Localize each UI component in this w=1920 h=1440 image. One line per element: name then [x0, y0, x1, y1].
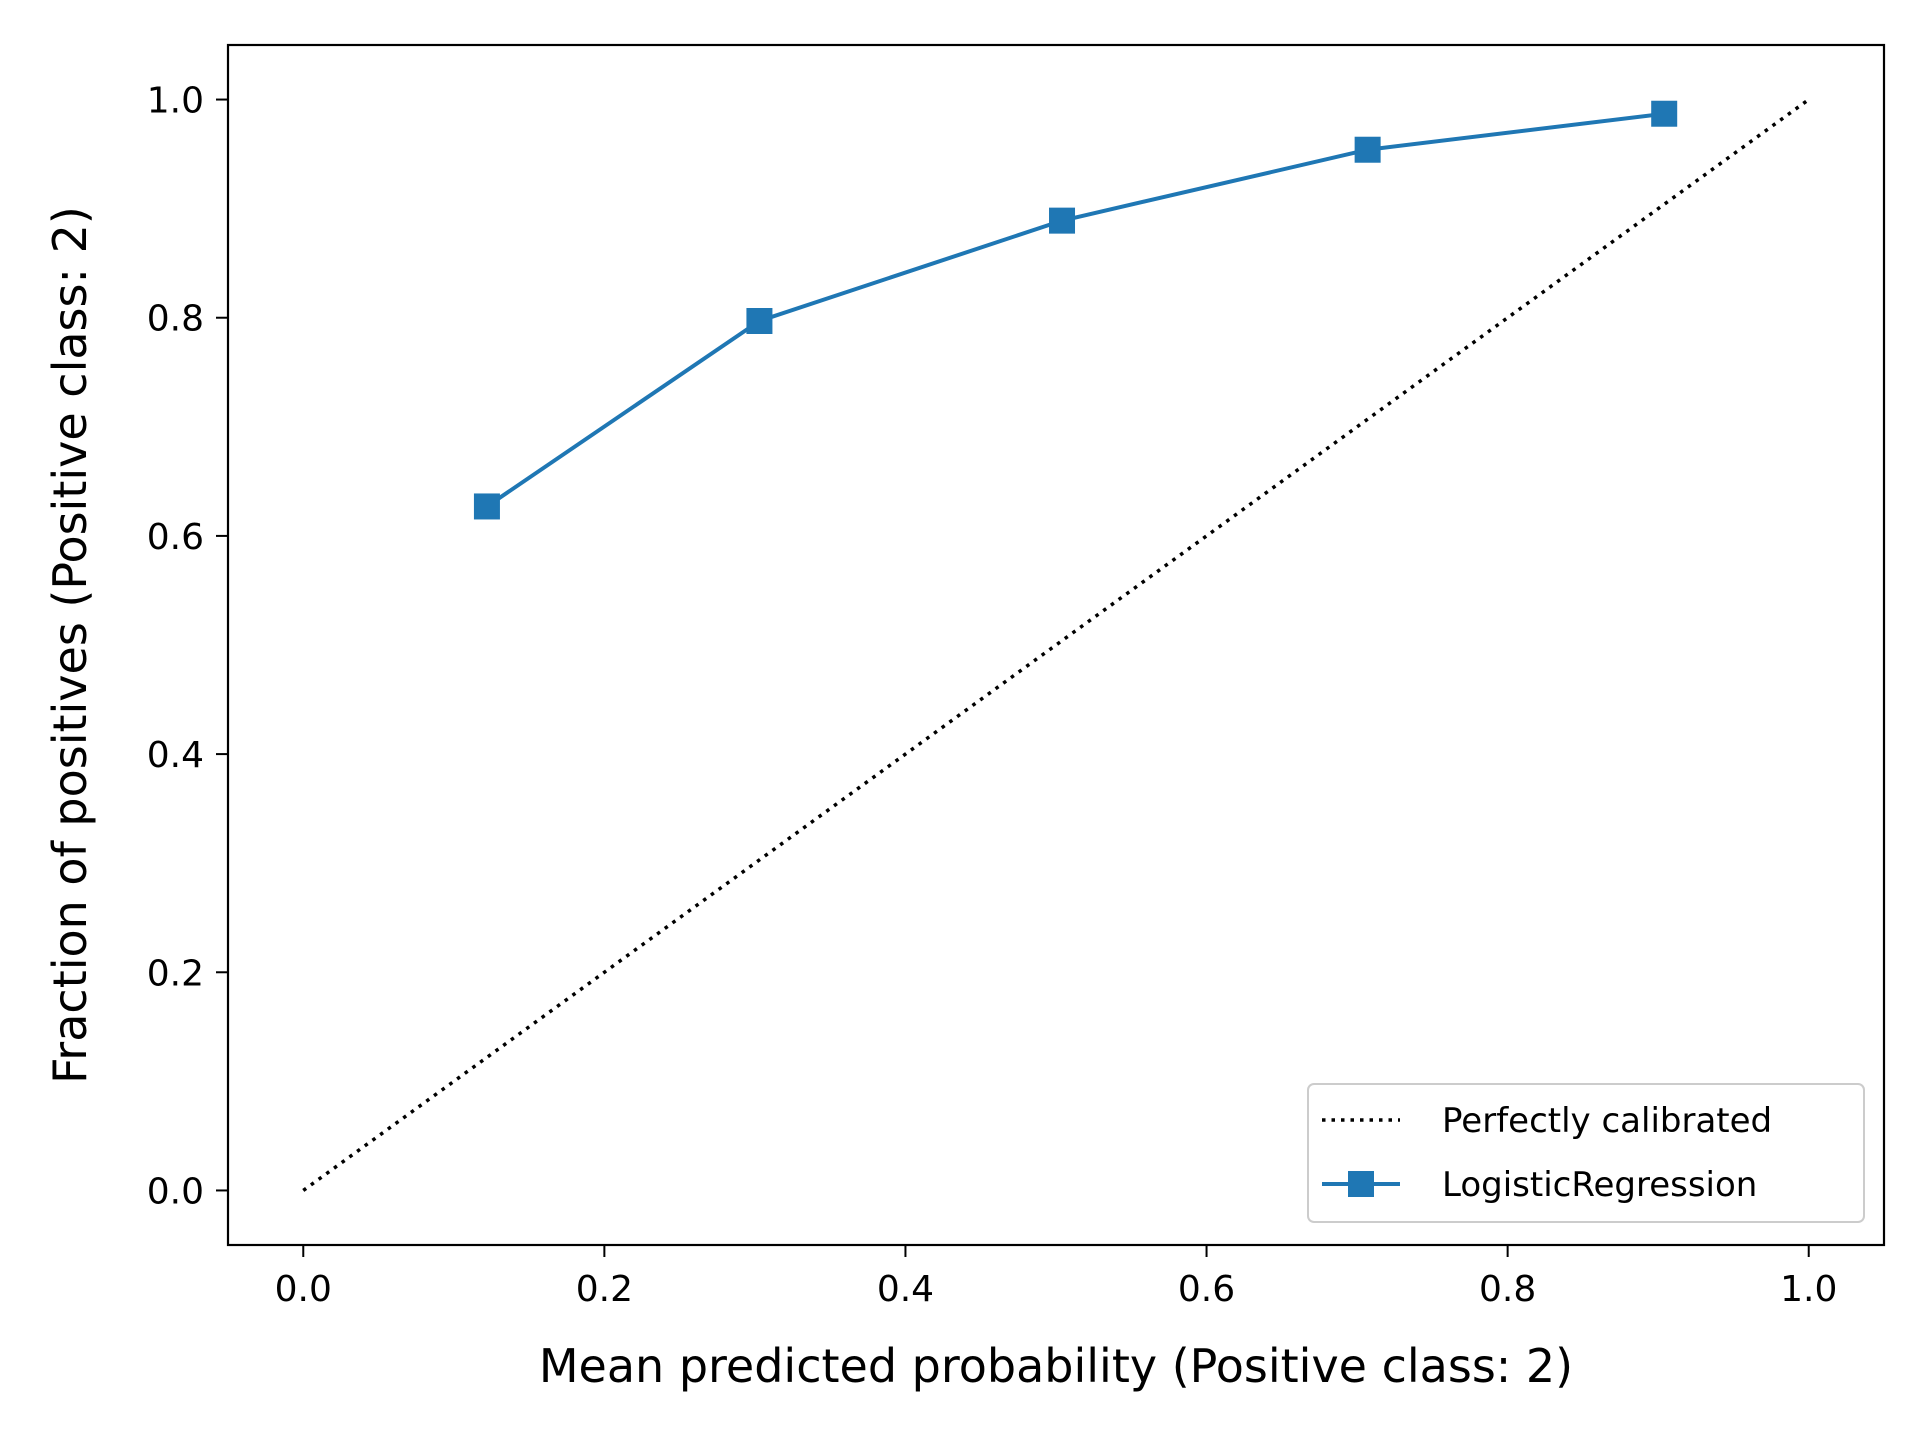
x-tick-label: 0.6 [1178, 1269, 1235, 1310]
y-axis-label: Fraction of positives (Positive class: 2… [43, 206, 97, 1084]
y-tick-label: 0.2 [147, 953, 204, 994]
y-tick-label: 0.0 [147, 1171, 204, 1212]
x-tick-label: 1.0 [1780, 1269, 1837, 1310]
x-tick-label: 0.0 [275, 1269, 332, 1310]
legend-swatch-logistic-regression-marker [1348, 1171, 1374, 1197]
legend-box [1307, 1083, 1865, 1223]
legend-label-logistic-regression: LogisticRegression [1442, 1165, 1757, 1205]
y-axis-ticks: 0.0 0.2 0.4 0.6 0.8 1.0 [147, 81, 228, 1212]
legend: Perfectly calibrated LogisticRegression [1307, 1083, 1865, 1223]
series-line-perfectly-calibrated [302, 98, 1810, 1192]
x-tick-label: 0.8 [1479, 1269, 1536, 1310]
x-tick-label: 0.4 [877, 1269, 934, 1310]
x-tick-label: 0.2 [576, 1269, 633, 1310]
plot-frame [226, 43, 1886, 1247]
data-point-logisticregression [473, 493, 500, 520]
y-tick-label: 0.8 [147, 299, 204, 340]
y-tick-label: 0.4 [147, 735, 204, 776]
legend-label-perfectly-calibrated: Perfectly calibrated [1442, 1101, 1772, 1141]
data-point-logisticregression [1651, 100, 1678, 127]
data-point-logisticregression [1049, 207, 1076, 234]
data-point-logisticregression [746, 308, 773, 334]
x-axis-ticks: 0.0 0.2 0.4 0.6 0.8 1.0 [275, 1245, 1837, 1310]
series-layer [302, 98, 1810, 1192]
y-tick-label: 1.0 [147, 81, 204, 122]
y-tick-label: 0.6 [147, 517, 204, 558]
x-axis-label: Mean predicted probability (Positive cla… [539, 1339, 1573, 1393]
data-point-logisticregression [1354, 136, 1381, 163]
